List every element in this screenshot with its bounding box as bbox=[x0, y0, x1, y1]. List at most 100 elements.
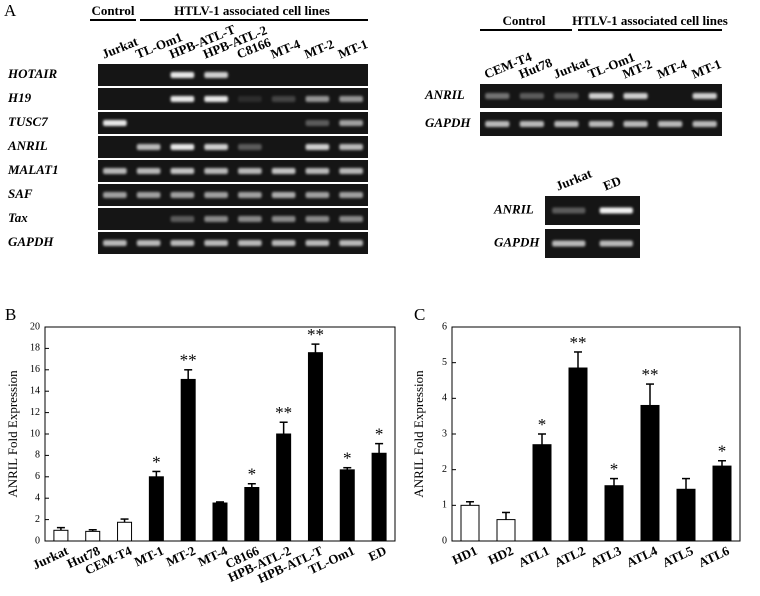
gel-strip bbox=[98, 160, 368, 182]
bar bbox=[676, 488, 696, 542]
row-label: MALAT1 bbox=[7, 162, 59, 177]
lane-label: MT-1 bbox=[689, 56, 723, 81]
gel-band bbox=[204, 144, 228, 150]
lane-label: MT-2 bbox=[302, 36, 336, 61]
gel-band bbox=[552, 240, 586, 247]
bar bbox=[496, 519, 516, 542]
gel-band bbox=[170, 168, 195, 174]
x-tick-label: ATL6 bbox=[696, 543, 732, 570]
group-header: HTLV-1 associated cell lines bbox=[572, 13, 728, 28]
x-tick-label: MT-1 bbox=[132, 543, 166, 570]
bar bbox=[53, 529, 69, 542]
bar bbox=[180, 378, 196, 542]
gel-band bbox=[271, 192, 296, 198]
row-label: SAF bbox=[8, 186, 33, 201]
x-tick-label: ATL5 bbox=[660, 543, 696, 570]
gel-band bbox=[271, 96, 296, 102]
gel-band bbox=[692, 93, 717, 99]
panel-letter: B bbox=[5, 305, 16, 324]
gel-band bbox=[305, 168, 330, 174]
gel-band bbox=[305, 216, 330, 222]
bar bbox=[307, 352, 323, 542]
gel-band bbox=[339, 216, 363, 222]
gel-band bbox=[204, 168, 228, 174]
bar bbox=[117, 521, 133, 542]
gel-band bbox=[305, 144, 330, 150]
y-tick-label: 8 bbox=[35, 450, 40, 461]
bar bbox=[339, 469, 355, 542]
significance: * bbox=[538, 415, 547, 434]
group-header: Control bbox=[91, 3, 134, 18]
gel-band bbox=[339, 120, 363, 126]
gel-band bbox=[271, 240, 296, 246]
x-tick-label: ATL1 bbox=[516, 543, 552, 570]
plot-frame bbox=[451, 326, 741, 542]
gel-band bbox=[588, 93, 614, 99]
gel-strip bbox=[98, 64, 368, 86]
gel-band bbox=[238, 144, 262, 150]
significance: * bbox=[248, 465, 257, 484]
bar bbox=[212, 502, 228, 542]
bar bbox=[640, 404, 660, 542]
y-tick-label: 0 bbox=[35, 535, 40, 546]
gel-band bbox=[588, 121, 614, 127]
x-tick-label: ATL4 bbox=[624, 543, 660, 570]
gel-band bbox=[305, 240, 330, 246]
significance: * bbox=[152, 452, 161, 471]
gel-band bbox=[103, 120, 127, 126]
significance: * bbox=[610, 459, 619, 478]
y-tick-label: 10 bbox=[30, 428, 40, 439]
y-tick-label: 6 bbox=[442, 321, 447, 332]
bar bbox=[568, 367, 588, 542]
group-header: HTLV-1 associated cell lines bbox=[174, 3, 330, 18]
y-tick-label: 5 bbox=[442, 357, 447, 368]
gel-band bbox=[136, 144, 161, 150]
gel-band bbox=[170, 216, 195, 222]
gel-band bbox=[554, 121, 579, 127]
significance: ** bbox=[570, 333, 587, 352]
gel-band bbox=[238, 216, 262, 222]
x-tick-label: MT-2 bbox=[164, 543, 198, 570]
y-tick-label: 20 bbox=[30, 321, 40, 332]
row-label: GAPDH bbox=[494, 234, 540, 249]
gel-band bbox=[305, 120, 330, 126]
y-axis-label: ANRIL Fold Expression bbox=[5, 370, 20, 498]
y-tick-label: 2 bbox=[35, 514, 40, 525]
lane-label: MT-4 bbox=[268, 36, 302, 62]
gel-strip bbox=[98, 112, 368, 134]
bar bbox=[244, 487, 260, 542]
row-label: Tax bbox=[8, 210, 28, 225]
row-label: GAPDH bbox=[8, 234, 54, 249]
gel-strip bbox=[98, 208, 368, 230]
gel-band bbox=[339, 168, 363, 174]
y-tick-label: 3 bbox=[442, 428, 447, 439]
panel-letter: A bbox=[4, 1, 17, 20]
gel-band bbox=[519, 93, 544, 99]
bar bbox=[85, 530, 101, 542]
gel-band bbox=[271, 168, 296, 174]
gel-band bbox=[170, 96, 195, 102]
gel-band bbox=[170, 144, 195, 150]
gel-band bbox=[305, 96, 330, 102]
y-tick-label: 14 bbox=[30, 385, 40, 396]
y-axis-label: ANRIL Fold Expression bbox=[411, 370, 426, 498]
row-label: ANRIL bbox=[424, 87, 465, 102]
gel-band bbox=[623, 93, 648, 99]
row-label: H19 bbox=[7, 90, 32, 105]
gel-band bbox=[204, 192, 228, 198]
gel-band bbox=[339, 96, 363, 102]
y-tick-label: 16 bbox=[30, 364, 40, 375]
x-tick-label: ATL2 bbox=[552, 543, 588, 570]
gel-strip bbox=[98, 184, 368, 206]
significance: * bbox=[375, 425, 384, 444]
bar bbox=[460, 504, 480, 542]
gel-band bbox=[305, 192, 330, 198]
y-tick-label: 0 bbox=[442, 535, 447, 546]
bar bbox=[532, 444, 552, 542]
bar bbox=[604, 485, 624, 542]
gel-band bbox=[485, 121, 510, 127]
x-tick-label: ATL3 bbox=[588, 543, 624, 570]
bar bbox=[712, 465, 732, 542]
bar bbox=[276, 433, 292, 542]
